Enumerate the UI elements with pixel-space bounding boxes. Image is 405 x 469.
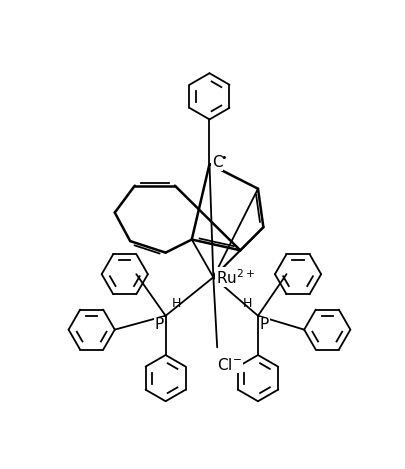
Text: P: P [155, 318, 164, 333]
Text: H: H [172, 296, 181, 310]
Text: •: • [220, 153, 227, 163]
Text: H: H [243, 296, 252, 310]
Text: C: C [212, 155, 222, 170]
Text: Ru$^{2+}$: Ru$^{2+}$ [215, 268, 255, 287]
Text: P: P [260, 318, 269, 333]
Text: Cl$^{-}$: Cl$^{-}$ [217, 356, 242, 372]
